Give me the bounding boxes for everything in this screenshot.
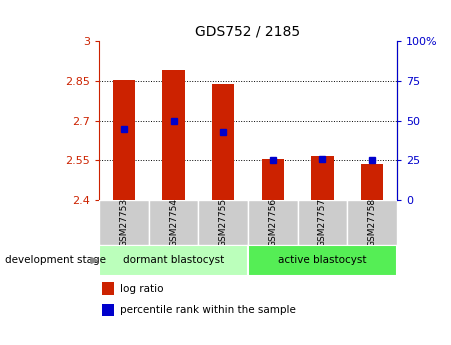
Bar [162, 70, 185, 200]
Text: log ratio: log ratio [120, 284, 164, 294]
Bar [102, 282, 114, 295]
Text: GSM27758: GSM27758 [368, 198, 377, 247]
Text: development stage: development stage [5, 256, 106, 265]
Text: GSM27757: GSM27757 [318, 198, 327, 247]
Bar [248, 200, 298, 245]
Bar [99, 200, 149, 245]
Text: GSM27756: GSM27756 [268, 198, 277, 247]
Bar [113, 80, 135, 200]
Bar [149, 200, 198, 245]
Text: active blastocyst: active blastocyst [278, 256, 367, 265]
Bar [262, 159, 284, 200]
Bar [198, 200, 248, 245]
Text: GSM27755: GSM27755 [219, 198, 228, 247]
Bar [361, 164, 383, 200]
Bar [99, 245, 248, 276]
Text: GSM27754: GSM27754 [169, 198, 178, 247]
Title: GDS752 / 2185: GDS752 / 2185 [195, 25, 301, 39]
Text: dormant blastocyst: dormant blastocyst [123, 256, 224, 265]
Bar [248, 245, 397, 276]
Bar [347, 200, 397, 245]
Bar [102, 304, 114, 316]
Text: percentile rank within the sample: percentile rank within the sample [120, 305, 296, 315]
Bar [311, 157, 334, 200]
Bar [298, 200, 347, 245]
Text: GSM27753: GSM27753 [120, 198, 129, 247]
Bar [212, 84, 235, 200]
